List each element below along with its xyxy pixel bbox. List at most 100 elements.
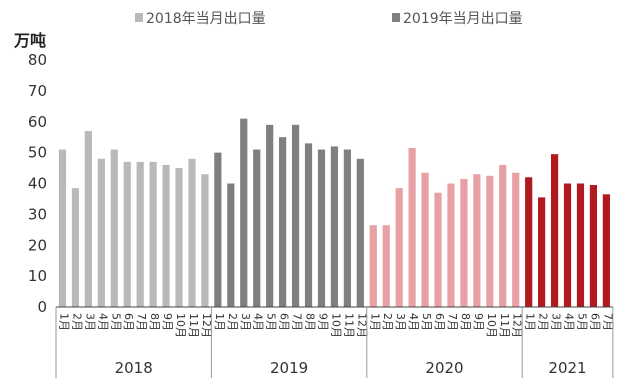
bar (447, 183, 455, 307)
y-tick-label: 30 (28, 205, 47, 223)
x-tick-label: 5月 (575, 313, 588, 331)
bar (317, 149, 326, 307)
bar (97, 158, 105, 307)
year-group-label: 2020 (425, 359, 463, 377)
x-tick-label: 11月 (498, 313, 511, 338)
x-tick-label: 1月 (57, 313, 70, 331)
y-tick-label: 80 (28, 51, 47, 69)
bar (84, 131, 92, 307)
x-tick-label: 2月 (381, 313, 394, 331)
x-tick-label: 10月 (485, 313, 498, 338)
y-tick-label: 10 (28, 267, 47, 285)
x-tick-label: 5月 (109, 313, 122, 331)
y-axis-label: 万吨 (13, 31, 46, 50)
x-tick-label: 4月 (563, 313, 576, 331)
bar (382, 225, 390, 307)
bar (434, 192, 442, 307)
y-tick-label: 20 (28, 236, 47, 254)
x-tick-label: 6月 (588, 313, 601, 331)
x-tick-label: 2月 (226, 313, 239, 331)
bar (110, 149, 118, 307)
bar-series (58, 118, 610, 308)
y-tick-label: 60 (28, 113, 47, 131)
x-tick-label: 7月 (291, 313, 304, 331)
bar (576, 183, 585, 307)
x-tick-label: 6月 (122, 313, 135, 331)
x-tick-label: 11月 (342, 313, 355, 338)
year-group-label: 2019 (270, 359, 308, 377)
bar (136, 161, 144, 307)
bar (499, 164, 507, 307)
x-tick-label: 5月 (265, 313, 278, 331)
x-tick-label: 9月 (472, 313, 485, 331)
bar (343, 149, 351, 307)
bar (291, 124, 300, 307)
bar (512, 172, 520, 307)
x-tick-label: 3月 (394, 313, 407, 331)
x-tick-label: 3月 (550, 313, 563, 331)
bar (473, 174, 481, 307)
bar (227, 183, 235, 307)
y-tick-label: 70 (28, 82, 47, 100)
x-tick-label: 12月 (355, 313, 368, 338)
x-tick-label: 11月 (187, 313, 200, 338)
bar (525, 177, 533, 307)
bar (123, 161, 131, 307)
bar (408, 147, 416, 307)
x-tick-label: 2月 (537, 313, 550, 331)
bar (240, 118, 248, 307)
y-tick-label: 0 (37, 298, 47, 316)
bar (304, 143, 313, 307)
x-tick-label: 1月 (524, 313, 537, 331)
y-tick-label: 50 (28, 144, 47, 162)
year-group-label: 2021 (548, 359, 586, 377)
bar (602, 194, 610, 307)
bar (71, 188, 80, 307)
x-tick-label: 8月 (304, 313, 317, 331)
bar (214, 152, 222, 308)
bar (538, 197, 546, 307)
x-tick-label: 8月 (148, 313, 161, 331)
x-tick-label: 6月 (278, 313, 291, 331)
bar (266, 124, 274, 307)
y-tick-label: 40 (28, 175, 47, 193)
bar (356, 158, 364, 307)
x-tick-label: 10月 (329, 313, 342, 338)
bar (486, 175, 494, 307)
bar (175, 168, 183, 307)
x-tick-label: 4月 (252, 313, 265, 331)
x-axis: 1月 2月 3月 4月 5月 6月 7月 8月 9月 10月 11月 12月 1月 2月 3月 4月 5月 6月 7… (55, 306, 614, 378)
bar (395, 188, 403, 307)
bar (460, 178, 468, 307)
bar (369, 225, 377, 307)
bar (279, 137, 287, 307)
x-tick-label: 2月 (70, 313, 83, 331)
chart-legend: 2018年当月出口量 2019年当月出口量 (135, 11, 523, 27)
bar (188, 158, 196, 307)
x-tick-label: 10月 (174, 313, 187, 338)
year-group-label: 2018 (115, 359, 153, 377)
bar (550, 154, 559, 307)
bar (589, 185, 598, 307)
bar (149, 161, 157, 307)
x-tick-label: 3月 (83, 313, 96, 331)
x-tick-label: 8月 (459, 313, 472, 331)
legend-label: 2019年当月出口量 (403, 11, 523, 27)
bar (201, 174, 209, 307)
x-tick-label: 9月 (161, 313, 174, 331)
x-tick-label: 12月 (511, 313, 524, 338)
x-tick-label: 6月 (433, 313, 446, 331)
bar (330, 146, 339, 307)
x-tick-label: 1月 (368, 313, 381, 331)
x-tick-label: 7月 (446, 313, 459, 331)
bar (421, 172, 429, 307)
bar (58, 149, 67, 307)
bar (162, 164, 170, 307)
bar (563, 183, 572, 307)
x-tick-label: 7月 (601, 313, 614, 331)
legend-swatch (392, 13, 400, 22)
x-tick-label: 9月 (316, 313, 329, 331)
legend-swatch (135, 13, 143, 22)
x-tick-label: 1月 (213, 313, 226, 331)
